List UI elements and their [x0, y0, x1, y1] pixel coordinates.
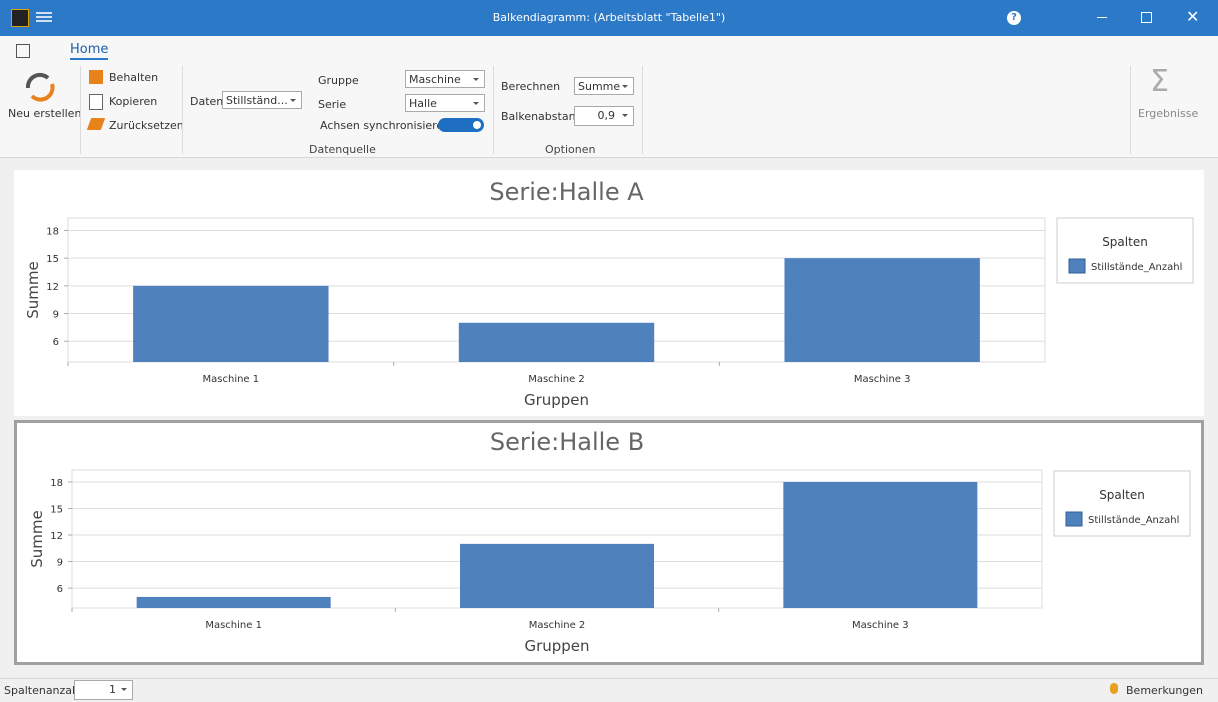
group-caption: Datenquelle	[309, 143, 376, 156]
chart-panel: Serie:Halle B 6 9 12 15 18 Maschine 1 Maschine …	[14, 420, 1204, 665]
sigma-icon: Σ	[1150, 64, 1169, 99]
new-button[interactable]: Neu erstellen	[8, 107, 81, 120]
file-menu[interactable]	[16, 44, 30, 58]
keep-button[interactable]: Behalten	[109, 71, 158, 84]
chart-title: Serie:Halle B	[490, 428, 644, 456]
series-combo[interactable]: Halle	[405, 94, 485, 112]
close-button[interactable]: ✕	[1186, 7, 1199, 26]
reset-icon	[87, 118, 105, 130]
sync-label: Achsen synchronisieren	[320, 119, 450, 132]
x-tick-label: Maschine 3	[854, 374, 911, 385]
title-bar: Balkendiagramm: (Arbeitsblatt "Tabelle1"…	[0, 0, 1218, 36]
x-axis-title: Gruppen	[524, 637, 589, 655]
refresh-icon	[22, 70, 58, 102]
data-label: Daten	[190, 95, 223, 108]
bar	[460, 544, 654, 608]
y-tick-label: 9	[57, 558, 63, 569]
separator	[642, 66, 643, 154]
chart-panel: Serie:Halle A 6 9 12 15 18 Maschine 1 Maschine …	[14, 170, 1204, 416]
bar	[783, 482, 977, 608]
gap-spin[interactable]: 0,9	[574, 106, 634, 126]
x-tick-label: Maschine 2	[528, 374, 585, 385]
notes-button[interactable]: Bemerkungen	[1126, 684, 1203, 697]
x-tick-label: Maschine 1	[203, 374, 260, 385]
x-tick-label: Maschine 2	[529, 620, 586, 631]
calc-combo[interactable]: Summe	[574, 77, 634, 95]
y-tick-label: 18	[46, 226, 59, 237]
y-tick-label: 9	[53, 310, 59, 321]
legend-title: Spalten	[1099, 488, 1145, 502]
toggle-knob	[473, 121, 481, 129]
group-combo[interactable]: Maschine	[405, 70, 485, 88]
minimize-button[interactable]	[1097, 17, 1107, 18]
x-tick-label: Maschine 3	[852, 620, 909, 631]
bar	[137, 597, 331, 608]
y-tick-label: 6	[53, 337, 59, 348]
columns-label: Spaltenanzahl	[4, 684, 82, 697]
copy-icon	[89, 94, 103, 110]
series-label: Serie	[318, 98, 346, 111]
legend-swatch	[1066, 512, 1082, 526]
ribbon-tab[interactable]: Home	[70, 42, 108, 60]
y-tick-label: 12	[50, 531, 63, 542]
y-tick-label: 12	[46, 282, 59, 293]
gap-label: Balkenabstand	[501, 110, 583, 123]
window-title: Balkendiagramm: (Arbeitsblatt "Tabelle1"…	[0, 11, 1218, 24]
help-button[interactable]: ?	[1007, 11, 1021, 25]
legend-title: Spalten	[1102, 235, 1148, 249]
bar	[133, 286, 328, 362]
x-axis-title: Gruppen	[524, 391, 589, 409]
legend-label: Stillstände_Anzahl	[1088, 515, 1179, 526]
sync-toggle[interactable]	[438, 118, 484, 132]
x-tick-label: Maschine 1	[205, 620, 262, 631]
copy-button[interactable]: Kopieren	[109, 95, 157, 108]
separator	[493, 66, 494, 154]
notes-icon	[1110, 683, 1118, 694]
maximize-button[interactable]	[1141, 12, 1152, 23]
data-combo[interactable]: Stillständ...	[222, 91, 302, 109]
results-button[interactable]: Ergebnisse	[1138, 107, 1198, 120]
separator	[1130, 66, 1131, 154]
columns-spin[interactable]: 1	[74, 680, 133, 700]
bar	[784, 258, 979, 362]
y-tick-label: 15	[46, 254, 59, 265]
legend-label: Stillstände_Anzahl	[1091, 262, 1182, 273]
y-axis-title: Summe	[24, 261, 42, 318]
y-axis-title: Summe	[28, 510, 46, 567]
y-tick-label: 6	[57, 584, 63, 595]
separator	[182, 66, 183, 154]
legend-swatch	[1069, 259, 1085, 273]
group-label: Gruppe	[318, 74, 359, 87]
calc-label: Berechnen	[501, 80, 560, 93]
separator	[80, 66, 81, 154]
chart-title: Serie:Halle A	[489, 178, 644, 206]
ribbon: Home Neu erstellen Behalten Kopieren Zur…	[0, 36, 1218, 158]
reset-button[interactable]: Zurücksetzen	[109, 119, 184, 132]
group-caption: Optionen	[545, 143, 595, 156]
bar	[459, 323, 654, 362]
y-tick-label: 15	[50, 504, 63, 515]
y-tick-label: 18	[50, 478, 63, 489]
status-bar: Spaltenanzahl 1 Bemerkungen	[0, 678, 1218, 702]
keep-icon	[89, 70, 103, 84]
